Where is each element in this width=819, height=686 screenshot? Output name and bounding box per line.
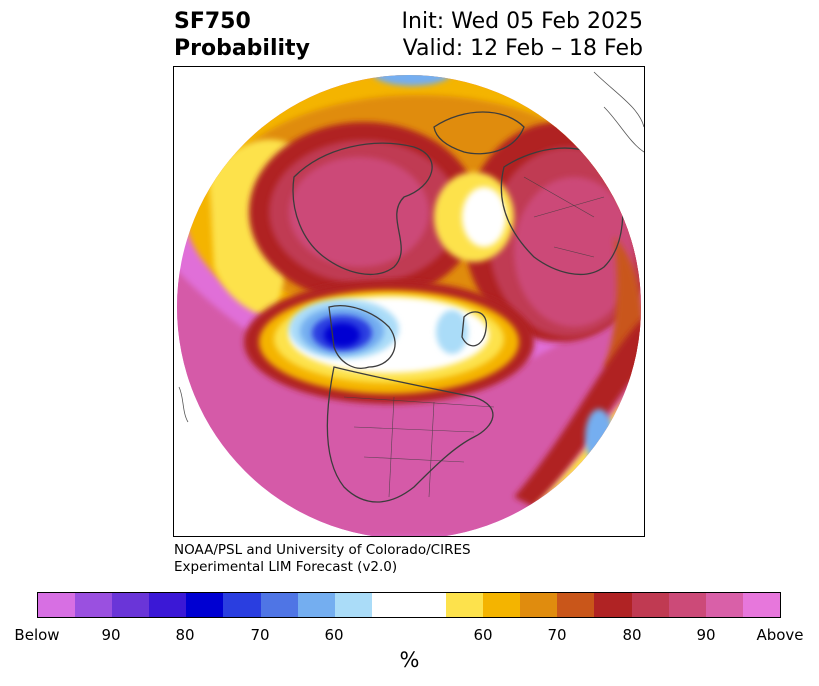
- tick-label: 60: [324, 626, 344, 644]
- colorbar-segment: [223, 593, 261, 617]
- colorbar-segment: [520, 593, 558, 617]
- colorbar-segment: [371, 593, 409, 617]
- tick-label: 60: [473, 626, 493, 644]
- init-date: Init: Wed 05 Feb 2025: [401, 9, 643, 34]
- tick-label: 70: [547, 626, 567, 644]
- map-panel: [173, 66, 645, 537]
- probability-map: [177, 71, 644, 536]
- colorbar-segment: [334, 593, 372, 617]
- colorbar-segment: [705, 593, 743, 617]
- credit-line-1: NOAA/PSL and University of Colorado/CIRE…: [174, 542, 471, 558]
- tick-label: 90: [101, 626, 121, 644]
- colorbar-segment: [149, 593, 187, 617]
- title-line-2: Probability: [174, 36, 310, 61]
- colorbar-segment: [631, 593, 669, 617]
- colorbar-segment: [186, 593, 224, 617]
- colorbar-segment: [297, 593, 335, 617]
- colorbar: [37, 592, 781, 618]
- credit-text: NOAA/PSL and University of Colorado/CIRE…: [174, 542, 471, 576]
- colorbar-segment: [557, 593, 595, 617]
- probability-field: [177, 75, 641, 536]
- tick-label: 90: [696, 626, 716, 644]
- colorbar-segment: [594, 593, 632, 617]
- colorbar-segment: [446, 593, 484, 617]
- tick-label: 70: [250, 626, 270, 644]
- outer-coastlines: [178, 71, 644, 423]
- colorbar-unit: %: [399, 648, 420, 672]
- map-title: SF750 Probability: [174, 8, 310, 62]
- coastlines: [292, 111, 624, 503]
- colorbar-segment: [483, 593, 521, 617]
- political-borders: [343, 176, 605, 498]
- tick-label: Below: [14, 626, 60, 644]
- colorbar-segment: [742, 593, 780, 617]
- colorbar-segment: [112, 593, 150, 617]
- colorbar-segment: [668, 593, 706, 617]
- forecast-dates: Init: Wed 05 Feb 2025 Valid: 12 Feb – 18…: [402, 8, 643, 62]
- colorbar-segment: [75, 593, 113, 617]
- tick-label: 80: [175, 626, 195, 644]
- colorbar-segment: [408, 593, 447, 617]
- colorbar-ticks: Below 90 80 70 60 60 70 80 90 Above: [0, 626, 819, 646]
- colorbar-segment: [38, 593, 76, 617]
- valid-date-range: Valid: 12 Feb – 18 Feb: [402, 36, 643, 61]
- tick-label: Above: [756, 626, 804, 644]
- credit-line-2: Experimental LIM Forecast (v2.0): [174, 559, 398, 575]
- colorbar-segment: [260, 593, 298, 617]
- tick-label: 80: [622, 626, 642, 644]
- title-line-1: SF750: [174, 9, 251, 34]
